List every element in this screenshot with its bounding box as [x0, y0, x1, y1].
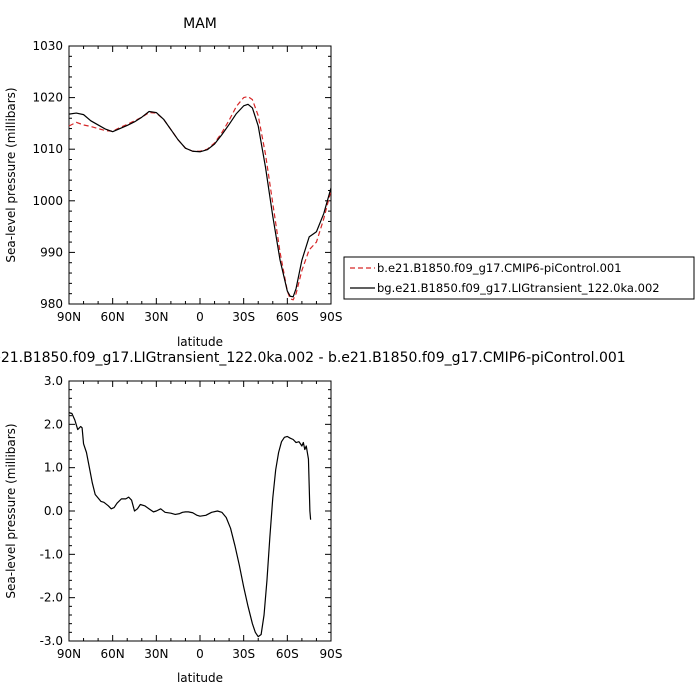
- top-panel: MAM 980 990 1000 1010 1020 1030 90N 60N 30N 0 30S…: [4, 16, 695, 349]
- x-tick-label: 90N: [57, 310, 81, 324]
- x-tick-label: 30S: [232, 647, 255, 661]
- top-plot-frame: [68, 45, 332, 305]
- x-tick-label: 60N: [101, 647, 125, 661]
- top-ylabel: Sea-level pressure (millibars): [4, 87, 18, 262]
- x-tick-label: 30N: [144, 647, 168, 661]
- series-line-0: [68, 95, 332, 301]
- bottom-plot-frame: [68, 380, 332, 642]
- legend: b.e21.B1850.f09_g17.CMIP6-piControl.001 …: [343, 256, 695, 300]
- y-tick-label: 980: [40, 297, 63, 311]
- y-tick-label: 0.0: [44, 504, 63, 518]
- bottom-xlabel: latitude: [177, 671, 223, 685]
- series-line-1: [68, 103, 332, 298]
- y-tick-label: 1010: [32, 142, 63, 156]
- y-tick-label: 3.0: [44, 374, 63, 388]
- top-plot-area: [68, 45, 332, 305]
- y-tick-label: -1.0: [40, 547, 63, 561]
- x-tick-label: 60S: [276, 310, 299, 324]
- bottom-series: [68, 412, 312, 638]
- top-title: MAM: [183, 16, 217, 32]
- y-tick-label: -3.0: [40, 634, 63, 648]
- legend-box: [343, 256, 695, 300]
- bottom-ticks: [68, 380, 332, 642]
- x-tick-label: 60S: [276, 647, 299, 661]
- bottom-x-tick-labels: 90N 60N 30N 0 30S 60S 90S: [57, 647, 343, 661]
- x-tick-label: 0: [196, 647, 204, 661]
- top-y-tick-labels: 980 990 1000 1010 1020 1030: [32, 39, 63, 311]
- legend-label-ligtransient: bg.e21.B1850.f09_g17.LIGtransient_122.0k…: [377, 281, 660, 295]
- bottom-y-tick-labels: -3.0 -2.0 -1.0 0.0 1.0 2.0 3.0: [40, 374, 63, 648]
- top-ticks: [68, 45, 332, 305]
- y-tick-label: 1030: [32, 39, 63, 53]
- y-tick-label: 990: [40, 245, 63, 259]
- x-tick-label: 90S: [320, 310, 343, 324]
- top-series: [68, 95, 332, 301]
- bottom-title: bg.e21.B1850.f09_g17.LIGtransient_122.0k…: [0, 350, 626, 366]
- top-xlabel: latitude: [177, 335, 223, 349]
- x-tick-label: 60N: [101, 310, 125, 324]
- y-tick-label: 2.0: [44, 417, 63, 431]
- x-tick-label: 0: [196, 310, 204, 324]
- y-tick-label: 1.0: [44, 461, 63, 475]
- y-tick-label: -2.0: [40, 591, 63, 605]
- bottom-plot-area: [68, 380, 332, 642]
- legend-label-control: b.e21.B1850.f09_g17.CMIP6-piControl.001: [377, 261, 622, 275]
- bottom-panel: bg.e21.B1850.f09_g17.LIGtransient_122.0k…: [0, 350, 626, 685]
- bottom-ylabel: Sea-level pressure (millibars): [4, 423, 18, 598]
- x-tick-label: 90N: [57, 647, 81, 661]
- y-tick-label: 1020: [32, 91, 63, 105]
- x-tick-label: 90S: [320, 647, 343, 661]
- x-tick-label: 30S: [232, 310, 255, 324]
- top-x-tick-labels: 90N 60N 30N 0 30S 60S 90S: [57, 310, 343, 324]
- series-line-0: [68, 412, 312, 638]
- y-tick-label: 1000: [32, 194, 63, 208]
- x-tick-label: 30N: [144, 310, 168, 324]
